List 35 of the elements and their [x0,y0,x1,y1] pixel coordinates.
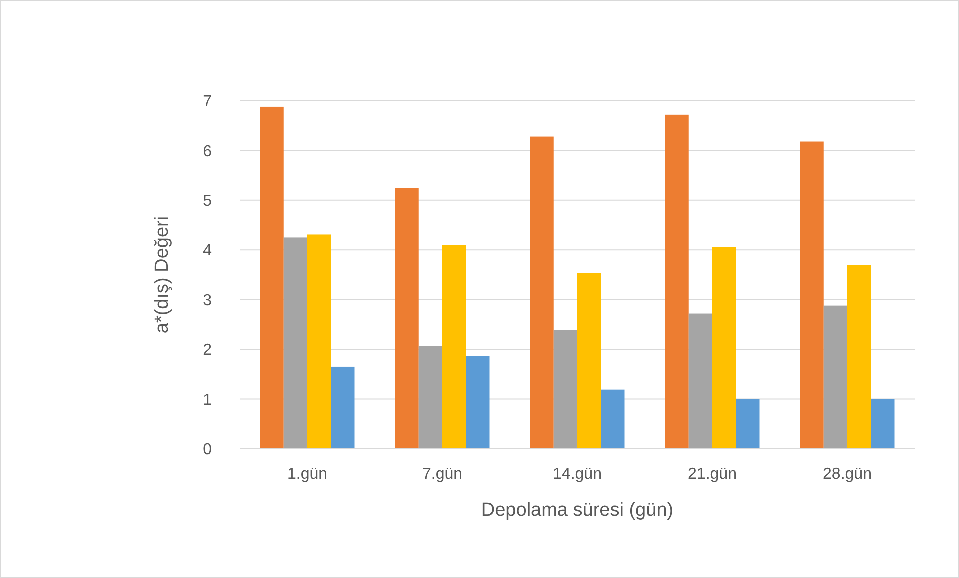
x-tick-label: 28.gün [823,466,872,483]
x-tick-label: 21.gün [688,466,737,483]
bar [284,238,308,449]
bar [554,330,578,449]
bar [736,399,760,449]
y-tick-label: 3 [203,292,212,310]
x-tick-label: 1.gün [287,466,328,483]
x-tick-label: 7.gün [422,466,463,483]
bar [665,114,689,449]
y-tick-label: 1 [203,392,212,409]
y-tick-label: 5 [203,193,212,210]
bar [260,106,284,449]
x-axis-title: Depolama süresi (gün) [481,500,674,521]
bar [466,356,490,449]
y-tick-label: 2 [203,342,212,360]
bar [688,314,712,449]
bar [601,390,625,449]
bar [578,273,602,449]
bar [848,265,872,449]
bar [395,188,419,449]
bar [712,247,736,449]
y-tick-label: 6 [203,143,212,160]
bar [871,399,895,449]
x-tick-label: 14.gün [553,466,602,483]
bar [800,142,824,449]
bar [442,245,466,449]
y-tick-label: 0 [203,442,212,459]
bar [331,366,355,449]
y-tick-label: 7 [203,94,212,111]
bar [418,346,442,449]
y-axis-title: a*(dış) Değeri [152,216,173,334]
y-tick-label: 4 [203,242,212,260]
bar [308,234,332,449]
bar [824,306,848,449]
bar [530,136,554,449]
